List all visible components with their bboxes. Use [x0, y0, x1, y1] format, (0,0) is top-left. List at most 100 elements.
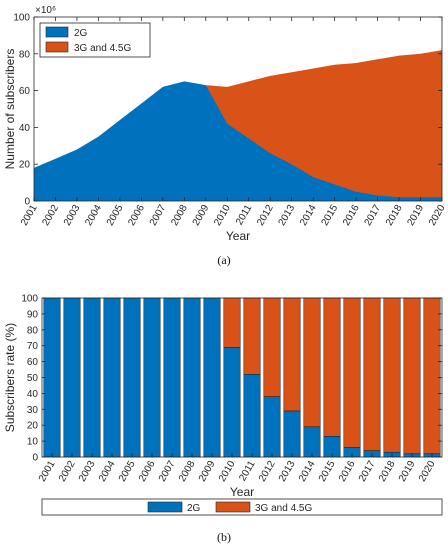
y-tick-label: 10	[27, 437, 39, 448]
y-tick-label: 100	[21, 294, 38, 305]
y-tick-label: 0	[24, 197, 30, 208]
x-tick-label: 2012	[255, 203, 276, 228]
panel-b-x-ticks: 2001 2002 2003 2004 2005 2006 2007 2008 2009 2010…	[37, 453, 438, 484]
x-tick-label: 2018	[384, 203, 405, 228]
bar-2g-2007	[163, 297, 181, 458]
bar-2g-2001	[43, 297, 61, 458]
bar-2g-2010	[223, 347, 241, 458]
bar-2g-2003	[83, 297, 101, 458]
x-tick-label: 2010	[212, 203, 233, 228]
x-tick-label: 2003	[77, 459, 98, 484]
x-tick-label: 2008	[169, 203, 190, 228]
bar-2g-2002	[63, 297, 81, 458]
y-tick-label: 0	[32, 453, 38, 464]
panel-a-y-ticks: 0 20 40 60 80 100	[13, 13, 442, 208]
x-tick-label: 2017	[363, 203, 384, 228]
bar-3g-2012	[263, 297, 281, 397]
x-tick-label: 2014	[297, 459, 318, 484]
panel-b-legend-swatch-2g	[147, 501, 183, 513]
bar-3g-2015	[323, 297, 341, 437]
panel-b-legend: 2G 3G and 4.5G	[41, 498, 443, 516]
x-tick-label: 2001	[19, 203, 40, 228]
x-tick-label: 2016	[337, 459, 358, 484]
x-tick-label: 2020	[417, 459, 438, 484]
y-tick-label: 40	[19, 123, 31, 134]
y-tick-label: 80	[19, 49, 31, 60]
panel-b-x-axis-label: Year	[230, 485, 254, 499]
x-tick-label: 2012	[257, 459, 278, 484]
panel-b-bars	[43, 297, 441, 458]
x-tick-label: 2006	[126, 203, 147, 228]
bar-2g-2004	[103, 297, 121, 458]
panel-a-y-axis-label: Number of subscribers	[3, 49, 17, 170]
bar-2g-2013	[283, 410, 301, 458]
area-2g	[34, 81, 442, 201]
bar-3g-2014	[303, 297, 321, 428]
panel-a-legend-swatch-3g	[45, 41, 69, 53]
panel-b-legend-label-2g: 2G	[187, 503, 201, 514]
panel-b-legend-swatch-3g	[215, 501, 251, 513]
bar-3g-2011	[243, 297, 261, 375]
x-tick-label: 2001	[37, 459, 58, 484]
bar-2g-2009	[203, 297, 221, 458]
y-tick-label: 30	[27, 405, 39, 416]
panel-b-y-ticks: 0 10 20 30 40 50 60 70 80 90 100	[21, 294, 442, 464]
bar-3g-2020	[423, 297, 441, 455]
x-tick-label: 2004	[83, 203, 104, 228]
x-tick-label: 2013	[277, 203, 298, 228]
x-tick-label: 2007	[148, 203, 169, 228]
x-tick-label: 2003	[62, 203, 83, 228]
x-tick-label: 2019	[397, 459, 418, 484]
y-tick-label: 80	[27, 325, 39, 336]
x-tick-label: 2014	[298, 203, 319, 228]
bar-2g-2005	[123, 297, 141, 458]
x-tick-label: 2015	[320, 203, 341, 228]
panel-b-y-axis-label: Subscribers rate (%)	[3, 323, 17, 432]
x-tick-label: 2015	[317, 459, 338, 484]
bar-3g-2017	[363, 297, 381, 451]
bar-3g-2013	[283, 297, 301, 412]
y-tick-label: 40	[27, 389, 39, 400]
panel-a-legend-label-2g: 2G	[74, 28, 88, 39]
panel-a-x-axis-label: Year	[226, 229, 250, 243]
panel-a-plot-frame	[33, 16, 443, 202]
bar-3g-2018	[383, 297, 401, 453]
bar-2g-2012	[263, 396, 281, 458]
bar-3g-2016	[343, 297, 361, 448]
bar-2g-2008	[183, 297, 201, 458]
y-tick-label: 70	[27, 341, 39, 352]
y-tick-label: 90	[27, 309, 39, 320]
x-tick-label: 2009	[197, 459, 218, 484]
panel-a-legend: 2G 3G and 4.5G	[39, 22, 151, 58]
bar-3g-2010	[223, 297, 241, 348]
x-tick-label: 2016	[341, 203, 362, 228]
panel-a-legend-swatch-2g	[45, 26, 69, 38]
bar-2g-2011	[243, 374, 261, 458]
x-tick-label: 2009	[191, 203, 212, 228]
x-tick-label: 2011	[237, 459, 257, 484]
x-tick-label: 2004	[97, 459, 118, 484]
panel-b-plot-frame	[41, 297, 443, 458]
y-tick-label: 100	[13, 13, 30, 24]
y-tick-label: 20	[19, 160, 31, 171]
panel-a-legend-label-3g: 3G and 4.5G	[74, 43, 131, 54]
x-tick-label: 2007	[157, 459, 178, 484]
x-tick-label: 2008	[177, 459, 198, 484]
x-tick-label: 2018	[377, 459, 398, 484]
bar-2g-2014	[303, 426, 321, 458]
x-tick-label: 2006	[137, 459, 158, 484]
panel-b-legend-label-3g: 3G and 4.5G	[255, 503, 312, 514]
x-tick-label: 2005	[117, 459, 138, 484]
panel-a-caption: (a)	[217, 253, 230, 267]
bar-3g-2019	[403, 297, 421, 455]
y-tick-label: 50	[27, 373, 39, 384]
bar-2g-2006	[143, 297, 161, 458]
x-tick-label: 2019	[405, 203, 426, 228]
y-tick-label: 20	[27, 421, 39, 432]
x-tick-label: 2002	[40, 203, 61, 228]
x-tick-label: 2011	[234, 203, 254, 228]
panel-a-y-exponent: ×10⁶	[35, 5, 56, 16]
